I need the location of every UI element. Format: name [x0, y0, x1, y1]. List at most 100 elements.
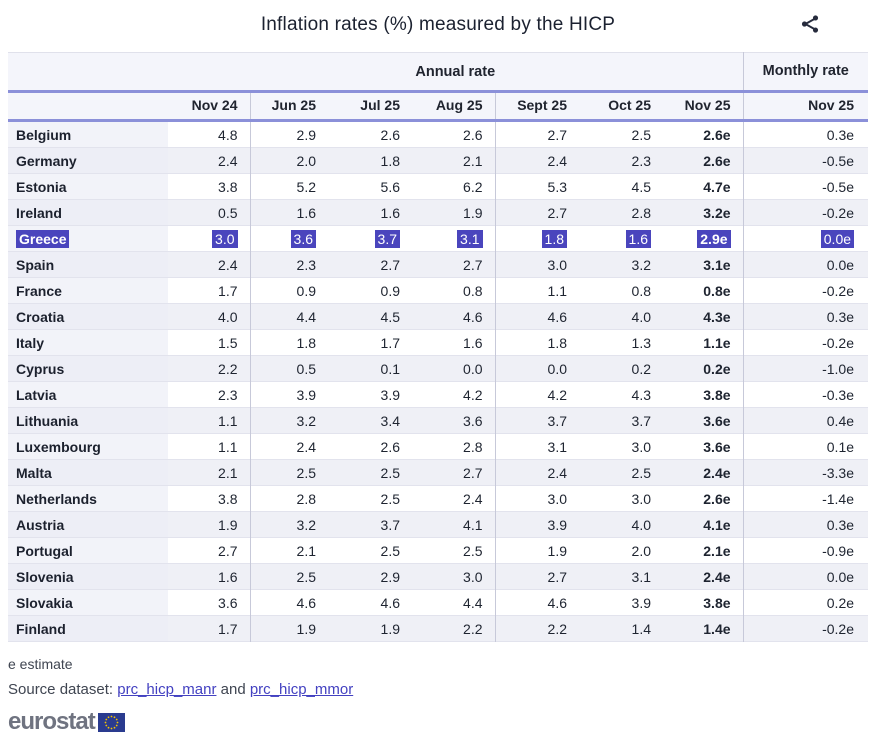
annual-value-cell: 2.5: [579, 120, 663, 148]
annual-value-cell: 2.8: [412, 433, 495, 460]
country-cell: Luxembourg: [8, 433, 168, 460]
monthly-value-cell: -0.2e: [742, 329, 869, 356]
annual-value-cell: 2.4: [494, 459, 579, 486]
annual-value-cell: 1.6: [168, 563, 250, 590]
corner-cell: [8, 52, 168, 93]
table-row-greece[interactable]: Greece 3.0 3.6 3.7 3.1 1.8 1.6 2.9e 0.0e: [8, 225, 869, 252]
annual-value-cell: 4.8: [168, 120, 250, 148]
annual-value-cell: 0.8: [579, 277, 663, 304]
annual-value-cell: 1.7: [168, 615, 250, 642]
country-cell: Latvia: [8, 381, 168, 408]
annual-value-cell: 3.0: [494, 251, 579, 278]
annual-value-cell: 0.9: [328, 277, 412, 304]
annual-value-cell: 2.3: [249, 251, 328, 278]
monthly-value-cell: -3.3e: [742, 459, 869, 486]
annual-value-cell: 2.4: [168, 147, 250, 174]
source-link-prc-hicp-mmor[interactable]: prc_hicp_mmor: [249, 681, 354, 698]
table-row-slovenia[interactable]: Slovenia 1.6 2.5 2.9 3.0 2.7 3.1 2.4e 0.0e: [8, 563, 869, 590]
source-link-prc-hicp-manr[interactable]: prc_hicp_manr: [117, 681, 217, 698]
eu-flag-icon: [97, 712, 125, 732]
source-conjunction: and: [220, 681, 246, 698]
table-row-ireland[interactable]: Ireland 0.5 1.6 1.6 1.9 2.7 2.8 3.2e -0.2e: [8, 199, 869, 226]
table-row-luxembourg[interactable]: Luxembourg 1.1 2.4 2.6 2.8 3.1 3.0 3.6e 0.1e: [8, 433, 869, 460]
annual-value-cell: 2.1: [168, 459, 250, 486]
annual-value-cell: 1.9: [168, 511, 250, 538]
table-row-malta[interactable]: Malta 2.1 2.5 2.5 2.7 2.4 2.5 2.4e -3.3e: [8, 459, 869, 486]
annual-value-cell: 4.1: [412, 511, 495, 538]
annual-value-cell: 6.2: [412, 173, 495, 200]
annual-value-cell: 3.9: [249, 381, 328, 408]
annual-rate-group-header: Annual rate: [168, 52, 744, 93]
annual-value-cell: 3.2: [249, 511, 328, 538]
table-row-spain[interactable]: Spain 2.4 2.3 2.7 2.7 3.0 3.2 3.1e 0.0e: [8, 251, 869, 278]
table-row-finland[interactable]: Finland 1.7 1.9 1.9 2.2 2.2 1.4 1.4e -0.2e: [8, 615, 869, 642]
annual-value-cell: 4.4: [412, 589, 495, 616]
country-cell: Lithuania: [8, 407, 168, 434]
monthly-value-cell: 0.0e: [742, 225, 869, 252]
annual-value-cell: 3.6: [412, 407, 495, 434]
table-row-belgium[interactable]: Belgium 4.8 2.9 2.6 2.6 2.7 2.5 2.6e 0.3e: [8, 120, 869, 148]
col-header-nov25: Nov 25: [663, 91, 744, 122]
annual-value-cell: 1.1: [168, 407, 250, 434]
table-row-estonia[interactable]: Estonia 3.8 5.2 5.6 6.2 5.3 4.5 4.7e -0.5e: [8, 173, 869, 200]
annual-value-cell: 1.8: [249, 329, 328, 356]
table-row-croatia[interactable]: Croatia 4.0 4.4 4.5 4.6 4.6 4.0 4.3e 0.3e: [8, 303, 869, 330]
annual-value-cell: 4.7e: [663, 173, 744, 200]
table-row-netherlands[interactable]: Netherlands 3.8 2.8 2.5 2.4 3.0 3.0 2.6e -1.4e: [8, 485, 869, 512]
annual-value-cell: 2.4: [412, 485, 495, 512]
annual-value-cell: 2.0: [249, 147, 328, 174]
table-row-italy[interactable]: Italy 1.5 1.8 1.7 1.6 1.8 1.3 1.1e -0.2e: [8, 329, 869, 356]
annual-value-cell: 4.6: [494, 303, 579, 330]
annual-value-cell: 3.9: [494, 511, 579, 538]
selection-highlight: 1.6: [625, 229, 651, 248]
annual-value-cell: 0.8e: [663, 277, 744, 304]
annual-value-cell: 1.1e: [663, 329, 744, 356]
source-line: Source dataset: prc_hicp_manr and prc_hi…: [8, 681, 868, 698]
annual-value-cell: 3.6e: [663, 407, 744, 434]
annual-value-cell: 2.6: [328, 120, 412, 148]
annual-value-cell: 2.4: [168, 251, 250, 278]
monthly-value-cell: -1.0e: [742, 355, 869, 382]
monthly-value-cell: 0.2e: [742, 589, 869, 616]
annual-value-cell: 0.0: [494, 355, 579, 382]
selection-highlight: 0.0e: [820, 229, 855, 248]
table-row-portugal[interactable]: Portugal 2.7 2.1 2.5 2.5 1.9 2.0 2.1e -0.9e: [8, 537, 869, 564]
annual-value-cell: 3.8: [168, 485, 250, 512]
table-body: Belgium 4.8 2.9 2.6 2.6 2.7 2.5 2.6e 0.3e Germany…: [8, 120, 869, 642]
annual-value-cell: 2.7: [494, 120, 579, 148]
annual-value-cell: 2.8: [249, 485, 328, 512]
table-row-france[interactable]: France 1.7 0.9 0.9 0.8 1.1 0.8 0.8e -0.2e: [8, 277, 869, 304]
table-row-slovakia[interactable]: Slovakia 3.6 4.6 4.6 4.4 4.6 3.9 3.8e 0.2e: [8, 589, 869, 616]
annual-value-cell: 3.1: [579, 563, 663, 590]
country-cell: France: [8, 277, 168, 304]
monthly-value-cell: -0.2e: [742, 277, 869, 304]
eurostat-logo[interactable]: eurostat: [8, 710, 868, 734]
title-bar: Inflation rates (%) measured by the HICP: [8, 0, 868, 52]
monthly-value-cell: 0.0e: [742, 251, 869, 278]
annual-value-cell: 3.7: [328, 511, 412, 538]
table-row-cyprus[interactable]: Cyprus 2.2 0.5 0.1 0.0 0.0 0.2 0.2e -1.0e: [8, 355, 869, 382]
selection-highlight: 2.9e: [697, 229, 731, 248]
annual-value-cell: 2.5: [328, 537, 412, 564]
table-row-lithuania[interactable]: Lithuania 1.1 3.2 3.4 3.6 3.7 3.7 3.6e 0.4e: [8, 407, 869, 434]
table-row-latvia[interactable]: Latvia 2.3 3.9 3.9 4.2 4.2 4.3 3.8e -0.3e: [8, 381, 869, 408]
annual-value-cell: 3.0: [579, 433, 663, 460]
country-cell: Finland: [8, 615, 168, 642]
country-cell: Italy: [8, 329, 168, 356]
annual-value-cell: 1.8: [494, 329, 579, 356]
annual-value-cell: 4.6: [412, 303, 495, 330]
table-row-germany[interactable]: Germany 2.4 2.0 1.8 2.1 2.4 2.3 2.6e -0.5e: [8, 147, 869, 174]
annual-value-cell: 3.1: [412, 225, 495, 252]
annual-value-cell: 2.7: [412, 251, 495, 278]
annual-value-cell: 2.5: [249, 459, 328, 486]
country-cell: Belgium: [8, 120, 168, 148]
monthly-value-cell: -0.9e: [742, 537, 869, 564]
share-icon[interactable]: [799, 13, 821, 35]
corner-cell-2: [8, 91, 168, 122]
annual-value-cell: 2.2: [168, 355, 250, 382]
monthly-value-cell: -0.2e: [742, 199, 869, 226]
annual-value-cell: 2.8: [579, 199, 663, 226]
annual-value-cell: 4.6: [328, 589, 412, 616]
table-row-austria[interactable]: Austria 1.9 3.2 3.7 4.1 3.9 4.0 4.1e 0.3e: [8, 511, 869, 538]
